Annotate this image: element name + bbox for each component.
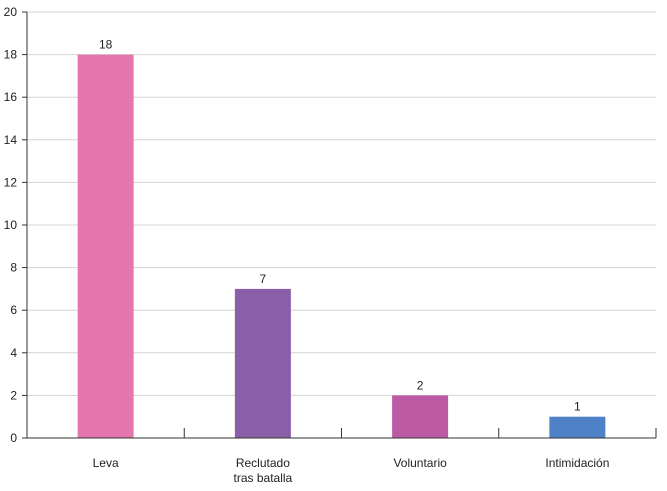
y-tick-label: 12 (4, 175, 18, 189)
x-tick-label: Intimidación (545, 456, 609, 470)
bars (77, 54, 606, 438)
y-tick-label: 4 (10, 346, 17, 360)
data-labels: 18 7 2 1 (99, 38, 581, 414)
y-tick-label: 0 (10, 431, 17, 445)
data-label: 2 (417, 378, 424, 392)
y-axis: 0 2 4 6 8 10 12 14 16 18 20 (4, 5, 28, 445)
y-tick-label: 10 (4, 218, 18, 232)
data-label: 7 (260, 272, 267, 286)
x-tick-label: Leva (93, 456, 119, 470)
bar (549, 416, 606, 438)
bar (392, 395, 449, 438)
bar (234, 288, 291, 438)
y-tick-label: 8 (10, 261, 17, 275)
y-tick-label: 6 (10, 303, 17, 317)
x-tick-label: Voluntario (393, 456, 447, 470)
y-tick-label: 16 (4, 90, 18, 104)
y-tick-label: 2 (10, 388, 17, 402)
y-tick-label: 14 (4, 133, 18, 147)
data-label: 1 (574, 400, 581, 414)
y-tick-label: 18 (4, 48, 18, 62)
bar (77, 54, 134, 438)
y-tick-label: 20 (4, 5, 18, 19)
x-tick-label: Reclutado tras batalla (234, 456, 293, 485)
x-axis: Leva Reclutado tras batalla Voluntario Intim… (27, 428, 657, 485)
data-label: 18 (99, 38, 113, 52)
